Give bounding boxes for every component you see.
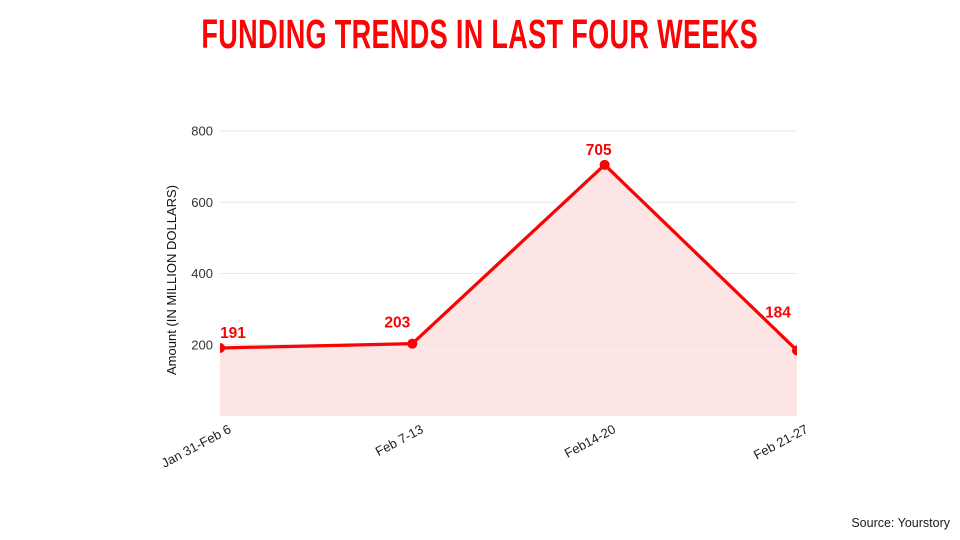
data-label-1: 203 [384,315,410,332]
x-category-label-2: Feb14-20 [562,421,618,460]
y-tick-label-400: 400 [191,266,213,281]
series-line [220,163,797,352]
x-category-label-3: Feb 21-27 [751,421,810,462]
data-point-marker-1 [407,338,418,349]
data-point-marker-2 [599,159,610,170]
y-tick-label-200: 200 [191,337,213,352]
data-label-0: 191 [220,325,246,342]
data-label-2: 705 [586,142,612,159]
y-tick-label-600: 600 [191,195,213,210]
y-axis-title: Amount (IN MILLION DOLLARS) [164,185,179,375]
source-label: Source: Yourstory [851,516,950,530]
x-category-label-1: Feb 7-13 [373,421,426,459]
plot-area [220,130,797,416]
data-point-marker-3 [792,345,797,356]
data-point-marker-0 [220,342,225,353]
y-tick-label-800: 800 [191,124,213,139]
data-label-3: 184 [765,304,791,321]
series-area-fill [220,164,797,416]
x-category-label-0: Jan 31-Feb 6 [159,421,234,470]
